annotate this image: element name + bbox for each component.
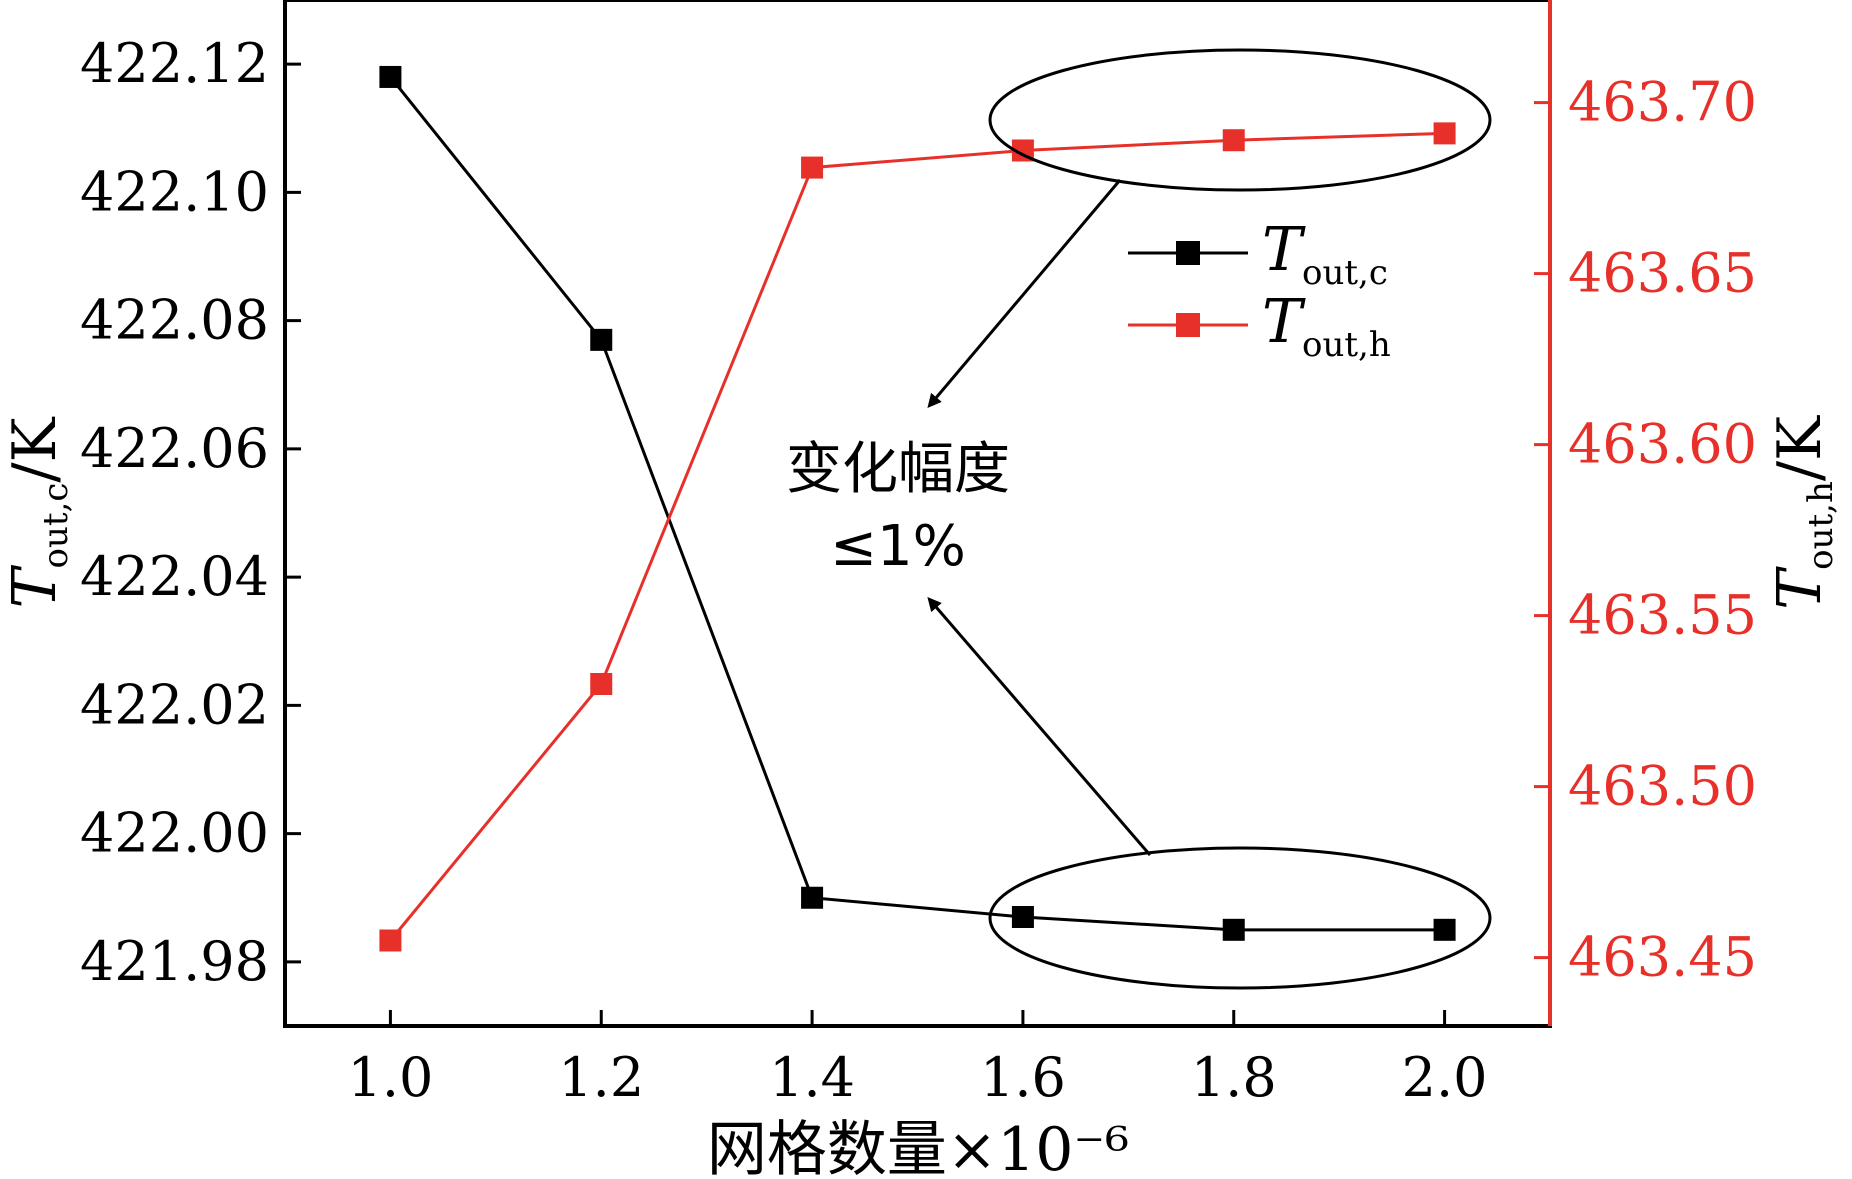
callout-arrow-up xyxy=(927,596,1152,856)
left-tick-label: 422.06 xyxy=(80,417,269,480)
data-point xyxy=(1222,918,1245,941)
data-point xyxy=(1011,905,1034,928)
legend-marker-tout-h xyxy=(1176,313,1200,337)
right-tick-label: 463.50 xyxy=(1568,755,1757,818)
right-axis-ticks: 463.45 463.50 463.55 463.60 463.65 463.70 xyxy=(1534,71,1757,989)
left-tick-label: 422.10 xyxy=(80,160,269,223)
data-point xyxy=(590,328,613,351)
right-axis-title: Tout,h/K xyxy=(1765,415,1841,610)
right-tick-label: 463.45 xyxy=(1568,926,1757,989)
legend-label-tout-h: Tout,h xyxy=(1262,287,1391,365)
left-axis-title: Tout,c/K xyxy=(0,416,76,608)
left-axis-title-main: T xyxy=(0,564,70,608)
left-tick-label: 422.00 xyxy=(80,802,269,865)
right-tick-label: 463.70 xyxy=(1568,71,1757,134)
right-tick-label: 463.55 xyxy=(1568,584,1757,647)
left-tick-label: 422.12 xyxy=(80,32,269,95)
right-axis-title-sub: out,h xyxy=(1801,481,1841,570)
plot-frame xyxy=(283,0,1552,1028)
left-axis-title-unit: /K xyxy=(0,416,70,482)
series-line xyxy=(389,131,1445,942)
legend-label-tout-c: Tout,c xyxy=(1262,215,1388,293)
x-tick-label: 1.6 xyxy=(980,1046,1066,1109)
series-tout-c xyxy=(379,65,1456,941)
left-axis-ticks: 421.98 422.00 422.02 422.04 422.06 422.08 422.… xyxy=(80,32,301,993)
right-tick-label: 463.60 xyxy=(1568,413,1757,476)
x-axis-title: 网格数量×10⁻⁶ xyxy=(707,1115,1129,1179)
right-tick-label: 463.65 xyxy=(1568,242,1757,305)
svg-text:Tout,c/K: Tout,c/K xyxy=(0,416,76,608)
callout-ellipse-bottom xyxy=(988,846,1492,990)
svg-text:Tout,h/K: Tout,h/K xyxy=(1765,415,1841,610)
left-axis-title-sub: out,c xyxy=(36,483,76,569)
callout-ellipse-top xyxy=(988,48,1492,192)
series-line xyxy=(389,76,1445,932)
series-layer xyxy=(379,65,1456,952)
data-point xyxy=(1222,129,1245,152)
data-point xyxy=(1433,122,1456,145)
data-point xyxy=(801,886,824,909)
left-tick-label: 422.08 xyxy=(80,289,269,352)
callout-arrow-down xyxy=(927,179,1122,409)
legend: Tout,c Tout,h xyxy=(1128,215,1391,365)
data-point xyxy=(1433,918,1456,941)
x-tick-label: 1.4 xyxy=(769,1046,855,1109)
left-tick-label: 422.02 xyxy=(80,673,269,736)
annotation-line1: 变化幅度 xyxy=(786,437,1010,502)
right-axis-title-unit: /K xyxy=(1765,415,1835,481)
data-point xyxy=(801,156,824,179)
x-tick-label: 2.0 xyxy=(1402,1046,1488,1109)
data-point xyxy=(379,65,402,88)
data-point xyxy=(590,673,613,695)
left-tick-label: 421.98 xyxy=(80,930,269,993)
annotation-line2: ≤1% xyxy=(830,514,966,579)
x-tick-label: 1.2 xyxy=(558,1046,644,1109)
right-axis-title-main: T xyxy=(1765,566,1835,610)
x-tick-label: 1.8 xyxy=(1191,1046,1277,1109)
series-tout-h xyxy=(379,122,1456,952)
x-axis-ticks: 1.0 1.2 1.4 1.6 1.8 2.0 xyxy=(347,1010,1488,1109)
data-point xyxy=(379,929,402,952)
x-tick-label: 1.0 xyxy=(347,1046,433,1109)
left-tick-label: 422.04 xyxy=(80,545,269,608)
legend-marker-tout-c xyxy=(1176,241,1200,265)
